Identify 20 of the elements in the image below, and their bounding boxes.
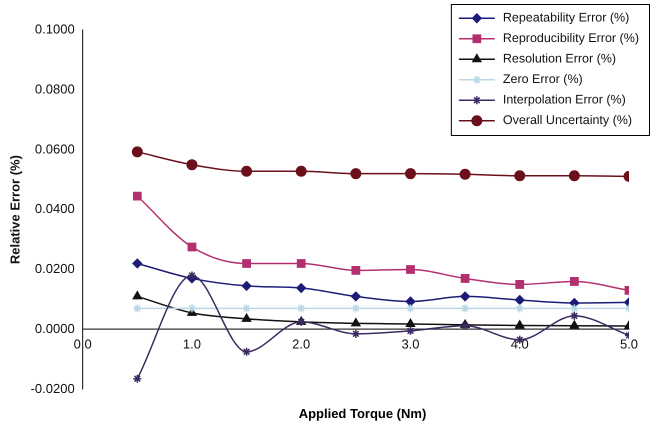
y-tick-label: 0.0400 — [34, 201, 75, 216]
y-tick-label: 0.0000 — [34, 320, 75, 336]
legend-label: Zero Error (%) — [502, 72, 583, 86]
legend-label: Interpolation Error (%) — [502, 92, 626, 107]
y-tick-label: -0.0200 — [30, 380, 75, 396]
legend-label: Resolution Error (%) — [502, 52, 616, 66]
x-axis-title: Applied Torque (Nm) — [298, 406, 428, 421]
legend-label: Overall Uncertainty (%) — [502, 113, 632, 128]
y-tick-label: 0.1000 — [34, 22, 75, 37]
legend-label: Repeatability Error (%) — [502, 10, 630, 25]
x-tick-label: 5.0 — [620, 336, 638, 352]
y-tick-label: 0.0800 — [34, 81, 75, 96]
x-tick-label: 3.0 — [401, 336, 420, 352]
x-tick-label: 2.0 — [292, 336, 310, 352]
y-tick-label: 0.0600 — [34, 141, 75, 156]
y-axis-title: Relative Error (%) — [7, 155, 22, 264]
x-tick-label: 1.0 — [182, 336, 201, 352]
x-tick-label: 4.0 — [510, 336, 529, 352]
legend-label: Reproducibility Error (%) — [502, 31, 640, 46]
y-tick-label: 0.0200 — [34, 261, 75, 276]
